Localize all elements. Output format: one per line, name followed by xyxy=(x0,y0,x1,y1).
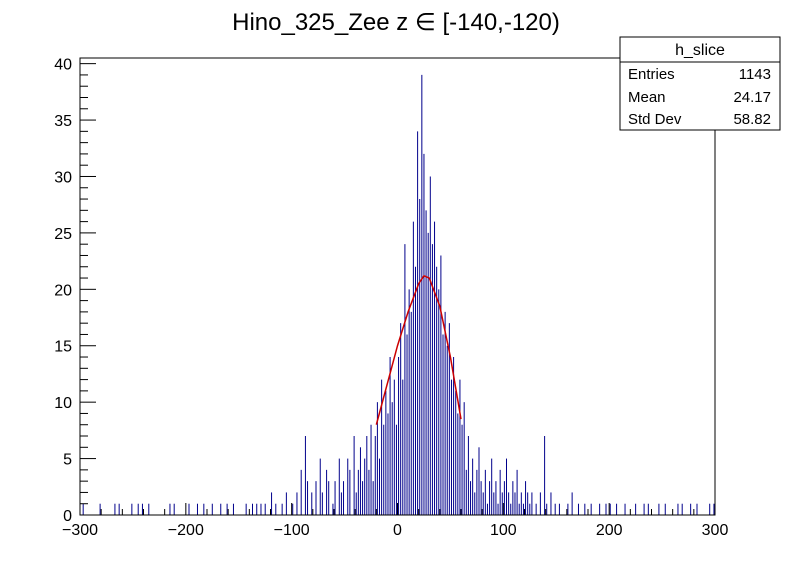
stats-entries-label: Entries xyxy=(628,66,675,83)
stats-stddev-value: 58.82 xyxy=(733,111,771,128)
y-tick-label: 20 xyxy=(54,282,72,299)
x-tick-label: 0 xyxy=(393,522,402,539)
x-tick-label: −300 xyxy=(62,522,98,539)
y-tick-label: 10 xyxy=(54,395,72,412)
y-tick-label: 0 xyxy=(63,508,72,525)
y-tick-label: 30 xyxy=(54,169,72,186)
histogram-bars xyxy=(82,74,715,515)
y-tick-label: 35 xyxy=(54,113,72,130)
y-tick-label: 40 xyxy=(54,57,72,74)
chart-title: Hino_325_Zee z ∈ [-140,-120) xyxy=(232,9,560,36)
x-tick-label: −100 xyxy=(274,522,310,539)
stats-entries-value: 1143 xyxy=(739,66,771,83)
y-tick-label: 5 xyxy=(63,452,72,469)
x-tick-label: 200 xyxy=(596,522,623,539)
x-tick-label: 100 xyxy=(490,522,517,539)
x-axis: −300 −200 −100 0 100 200 300 xyxy=(62,503,728,539)
stats-mean-value: 24.17 xyxy=(733,89,771,106)
y-tick-label: 25 xyxy=(54,226,72,243)
stats-stddev-label: Std Dev xyxy=(628,111,682,128)
y-axis: 0 5 10 15 20 25 30 35 40 xyxy=(54,57,96,525)
fit-curve xyxy=(375,274,462,425)
stats-box-frame xyxy=(619,36,781,131)
x-tick-label: 300 xyxy=(702,522,729,539)
stats-mean-label: Mean xyxy=(628,89,666,106)
y-tick-label: 15 xyxy=(54,339,72,356)
stats-box: h_slice Entries 1143 Mean 24.17 Std Dev … xyxy=(619,36,781,131)
stats-box-title: h_slice xyxy=(675,42,725,59)
x-tick-label: −200 xyxy=(168,522,204,539)
